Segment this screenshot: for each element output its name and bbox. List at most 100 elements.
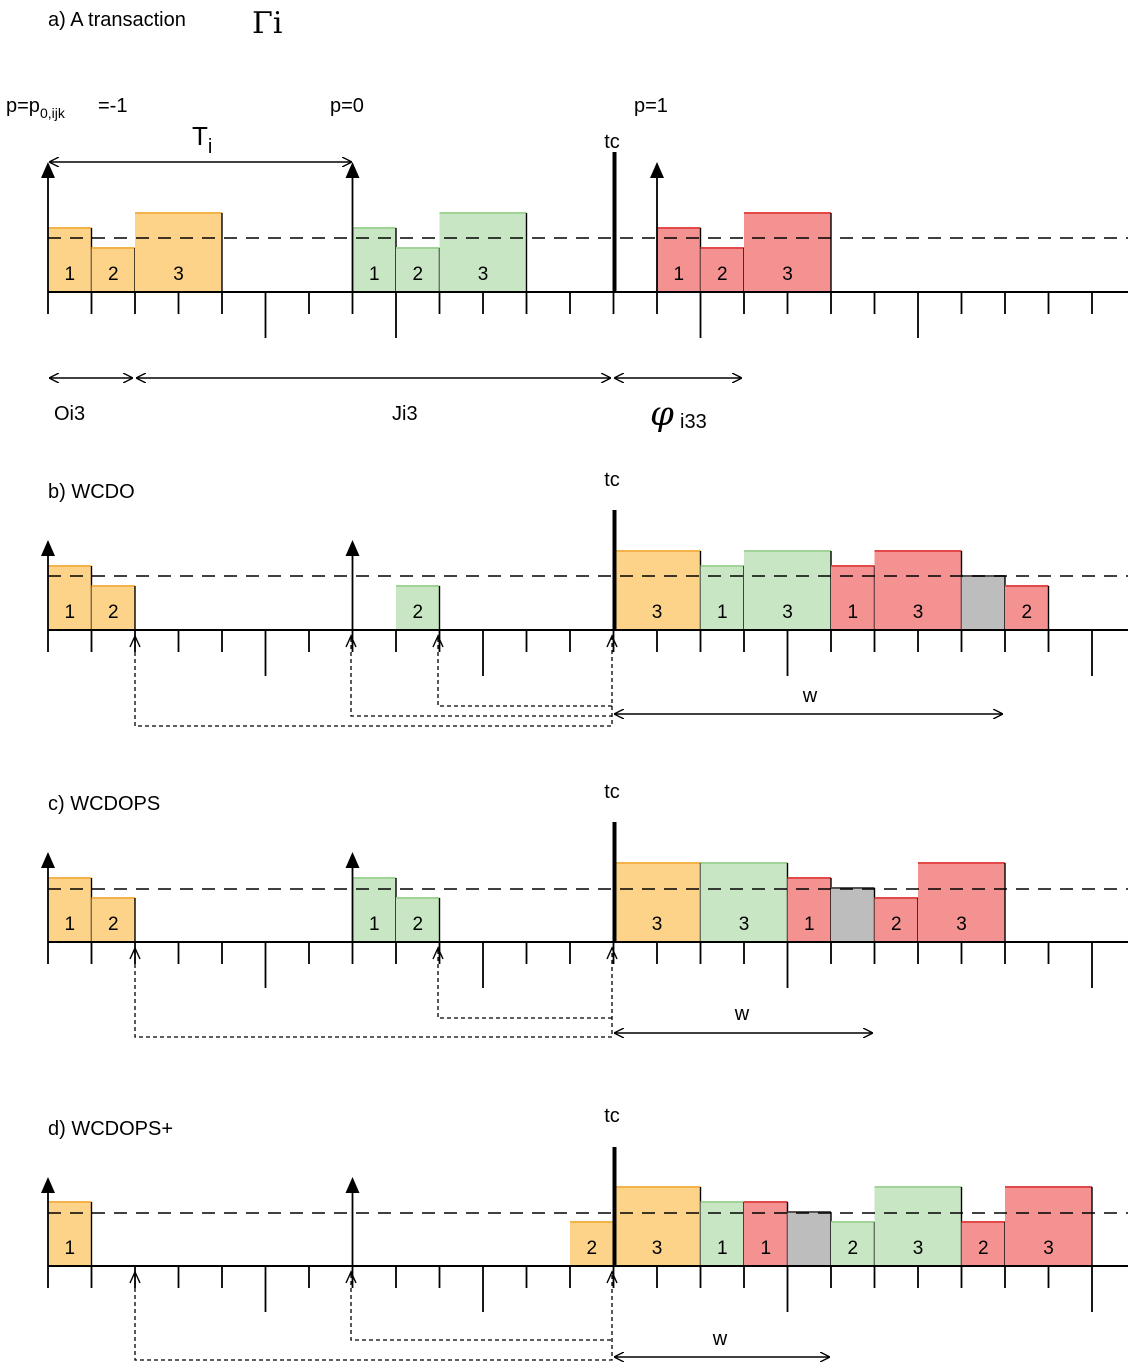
period-span-main: T <box>192 121 208 151</box>
task-block <box>613 1187 701 1266</box>
task-number: 1 <box>64 914 75 935</box>
task-number: 1 <box>760 1238 771 1259</box>
release-arrowhead <box>345 852 360 868</box>
period-span-label: Ti <box>192 121 212 158</box>
panel-b: b) WCDO tc 1 2 2 3 1 3 1 3 2 w <box>41 469 1128 727</box>
offset-label-o: Oi3 <box>54 403 85 425</box>
dependency-line <box>437 950 612 1019</box>
panel-b-title: b) WCDO <box>48 481 135 503</box>
task-number: 2 <box>412 602 423 623</box>
dependency-arrowhead <box>606 634 618 648</box>
task-number: 1 <box>847 602 858 623</box>
task-number: 3 <box>956 914 967 935</box>
task-number: 3 <box>478 264 489 285</box>
dependency-arrowhead <box>129 1270 141 1284</box>
task-number: 2 <box>412 264 423 285</box>
task-number: 3 <box>652 1238 663 1259</box>
panel-c: c) WCDOPS tc 1 2 1 2 3 3 1 2 3 w <box>41 781 1128 1037</box>
task-block <box>91 586 135 630</box>
task-block <box>874 898 918 942</box>
task-block <box>961 1222 1005 1266</box>
task-number: 3 <box>652 914 663 935</box>
task-block <box>744 551 831 630</box>
task-number: 1 <box>673 264 684 285</box>
period-label-minus1-sub: 0,ijk <box>40 105 66 121</box>
dependency-arrowhead <box>129 946 141 960</box>
task-number: 2 <box>586 1238 597 1259</box>
dependency-line <box>134 638 613 727</box>
dependency-arrowhead <box>345 634 357 648</box>
offset-label-j: Ji3 <box>392 403 418 425</box>
task-number: 1 <box>369 914 380 935</box>
task-number: 2 <box>978 1238 989 1259</box>
task-number: 2 <box>412 914 423 935</box>
release-arrowhead <box>650 162 664 178</box>
period-label-p1: p=1 <box>634 95 668 117</box>
task-number: 3 <box>739 914 750 935</box>
dependency-arrowhead <box>129 634 141 648</box>
task-number: 1 <box>717 1238 728 1259</box>
release-arrowhead <box>345 162 360 178</box>
panel-c-dependency-heads <box>129 946 618 960</box>
offset-label-phi: φ <box>650 394 674 434</box>
panel-a-timeline: 1 2 3 1 2 3 1 2 3 <box>41 152 1128 338</box>
release-arrowhead <box>41 852 55 868</box>
release-arrowhead <box>345 540 360 556</box>
dependency-line <box>134 950 613 1038</box>
task-block <box>874 551 962 630</box>
task-number: 2 <box>108 602 119 623</box>
release-arrowhead <box>345 1177 360 1193</box>
panel-b-timeline: 1 2 2 3 1 3 1 3 2 <box>41 510 1128 676</box>
task-number: 3 <box>1043 1238 1054 1259</box>
tc-label-d: tc <box>604 1105 620 1127</box>
period-label-p0: p=0 <box>330 95 364 117</box>
task-number: 3 <box>782 602 793 623</box>
period-label-minus1-tail: =-1 <box>98 95 127 117</box>
panel-a-title-symbol: Γi <box>252 6 282 41</box>
task-number: 2 <box>891 914 902 935</box>
task-block <box>439 213 527 292</box>
dependency-line <box>134 1274 613 1361</box>
task-number: 2 <box>108 914 119 935</box>
panel-c-dependency-lines <box>134 950 613 1038</box>
task-block <box>874 1187 962 1266</box>
task-block <box>831 1222 875 1266</box>
task-block <box>1005 586 1049 630</box>
tc-label-c: tc <box>604 781 620 803</box>
dependency-arrowhead <box>606 946 618 960</box>
task-block <box>91 898 135 942</box>
task-number: 1 <box>717 602 728 623</box>
dependency-arrowhead <box>606 1270 618 1284</box>
task-number: 2 <box>108 264 119 285</box>
task-block <box>570 1222 614 1266</box>
task-block <box>135 213 222 292</box>
panel-d: d) WCDOPS+ tc 1 2 3 1 1 2 3 2 3 w <box>41 1105 1128 1360</box>
period-label-minus1-main: p=p <box>6 95 40 117</box>
task-block <box>613 551 701 630</box>
task-number: 2 <box>1021 602 1032 623</box>
task-number: 1 <box>64 264 75 285</box>
dependency-arrowhead <box>432 946 444 960</box>
task-block <box>918 863 1005 942</box>
dependency-line <box>437 638 612 707</box>
task-block <box>396 248 440 292</box>
task-number: 3 <box>782 264 793 285</box>
panel-d-dependency-heads <box>129 1270 618 1284</box>
panel-b-dependency-lines <box>134 638 613 727</box>
task-number: 2 <box>847 1238 858 1259</box>
dependency-line <box>350 1274 612 1341</box>
panel-a: a) A transaction Γi p=p0,ijk =-1 p=0 p=1… <box>6 6 1128 434</box>
tc-label-b: tc <box>604 469 620 491</box>
task-number: 1 <box>64 1238 75 1259</box>
period-label-minus1: p=p0,ijk <box>6 95 66 121</box>
task-number: 3 <box>913 1238 924 1259</box>
panel-d-dependency-lines <box>134 1274 613 1361</box>
dependency-line <box>350 638 612 717</box>
panel-c-timeline: 1 2 1 2 3 3 1 2 3 <box>41 822 1128 988</box>
task-number: 3 <box>652 602 663 623</box>
panel-a-title: a) A transaction <box>48 9 186 31</box>
window-label-d: w <box>712 1328 728 1350</box>
dependency-arrowhead <box>432 634 444 648</box>
window-label-c: w <box>734 1003 750 1025</box>
